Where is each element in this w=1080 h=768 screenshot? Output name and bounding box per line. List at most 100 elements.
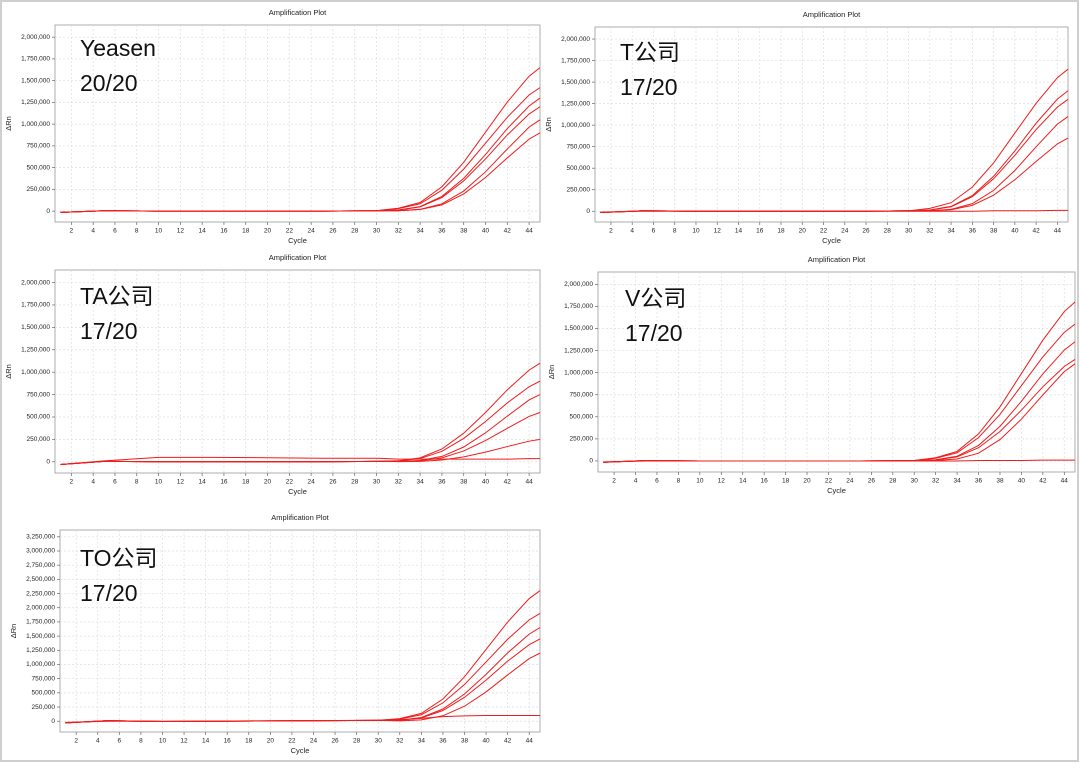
x-tick-label: 38 [990, 228, 998, 235]
x-axis-label: Cycle [291, 746, 310, 755]
x-tick-label: 26 [329, 228, 337, 235]
y-tick-label: 1,500,000 [561, 79, 590, 86]
x-axis-label: Cycle [288, 487, 307, 496]
x-tick-label: 2 [74, 738, 78, 745]
y-tick-label: 0 [46, 208, 50, 215]
y-tick-label: 500,000 [570, 414, 594, 421]
x-axis-label: Cycle [827, 486, 846, 495]
y-tick-label: 750,000 [27, 143, 51, 150]
x-tick-label: 16 [220, 228, 228, 235]
y-tick-label: 500,000 [27, 414, 51, 421]
x-tick-label: 6 [113, 479, 117, 486]
x-tick-label: 26 [331, 738, 339, 745]
y-tick-label: 1,750,000 [561, 57, 590, 64]
y-tick-label: 1,750,000 [21, 56, 50, 63]
x-tick-label: 12 [180, 738, 188, 745]
x-tick-label: 32 [395, 228, 403, 235]
x-tick-label: 40 [482, 479, 490, 486]
x-tick-label: 32 [395, 479, 403, 486]
y-tick-label: 2,750,000 [26, 562, 55, 569]
y-tick-label: 1,250,000 [26, 647, 55, 654]
x-tick-label: 20 [267, 738, 275, 745]
x-tick-label: 38 [461, 738, 469, 745]
x-tick-label: 2 [70, 228, 74, 235]
annotation: 17/20 [80, 318, 138, 344]
x-tick-label: 28 [884, 228, 892, 235]
annotation: 20/20 [80, 70, 138, 96]
y-tick-label: 500,000 [567, 165, 591, 172]
x-tick-label: 36 [438, 228, 446, 235]
x-axis-label: Cycle [822, 236, 841, 245]
y-tick-label: 0 [46, 459, 50, 466]
annotation: TO公司 [80, 545, 158, 571]
x-tick-label: 6 [655, 478, 659, 485]
x-tick-label: 44 [1061, 478, 1069, 485]
y-tick-label: 1,750,000 [26, 619, 55, 626]
annotation: Yeasen [80, 35, 156, 61]
x-tick-label: 34 [416, 479, 424, 486]
y-tick-label: 1,250,000 [564, 347, 593, 354]
x-tick-label: 42 [1039, 478, 1047, 485]
y-tick-label: 0 [586, 208, 590, 215]
y-tick-label: 2,000,000 [26, 604, 55, 611]
x-tick-label: 40 [482, 228, 490, 235]
x-tick-label: 16 [224, 738, 232, 745]
x-tick-label: 14 [735, 228, 743, 235]
x-tick-label: 14 [199, 479, 207, 486]
x-tick-label: 44 [525, 228, 533, 235]
x-tick-label: 40 [1011, 228, 1019, 235]
x-tick-label: 34 [416, 228, 424, 235]
y-tick-label: 2,500,000 [26, 576, 55, 583]
x-tick-label: 10 [155, 479, 163, 486]
chart-title: Amplification Plot [271, 513, 329, 522]
x-tick-label: 22 [286, 479, 294, 486]
x-tick-label: 24 [308, 479, 316, 486]
annotation: 17/20 [625, 320, 683, 346]
x-tick-label: 30 [905, 228, 913, 235]
x-tick-label: 30 [375, 738, 383, 745]
y-tick-label: 1,250,000 [21, 346, 50, 353]
x-tick-label: 6 [113, 228, 117, 235]
y-tick-label: 500,000 [32, 690, 56, 697]
x-tick-label: 22 [288, 738, 296, 745]
amplification-curve [60, 438, 541, 465]
x-tick-label: 26 [862, 228, 870, 235]
annotation: V公司 [625, 285, 686, 311]
amplification-curve [65, 715, 540, 723]
y-tick-label: 1,500,000 [21, 324, 50, 331]
annotation: 17/20 [80, 580, 138, 606]
x-tick-label: 6 [652, 228, 656, 235]
x-tick-label: 18 [777, 228, 785, 235]
x-tick-label: 40 [482, 738, 490, 745]
x-tick-label: 16 [220, 479, 228, 486]
y-tick-label: 2,000,000 [561, 36, 590, 43]
x-tick-label: 34 [953, 478, 961, 485]
x-tick-label: 20 [799, 228, 807, 235]
x-tick-label: 44 [526, 738, 534, 745]
chart-title: Amplification Plot [808, 255, 866, 264]
x-tick-label: 26 [868, 478, 876, 485]
chart-title: Amplification Plot [269, 8, 327, 17]
x-tick-label: 4 [96, 738, 100, 745]
x-tick-label: 8 [673, 228, 677, 235]
x-tick-label: 4 [634, 478, 638, 485]
amplification-curve [603, 459, 1075, 463]
x-tick-label: 4 [91, 479, 95, 486]
y-tick-label: 1,500,000 [21, 77, 50, 84]
y-tick-label: 1,250,000 [561, 100, 590, 107]
y-tick-label: 250,000 [27, 436, 51, 443]
chart-title: Amplification Plot [269, 253, 327, 262]
x-tick-label: 22 [825, 478, 833, 485]
x-tick-label: 20 [264, 479, 272, 486]
x-tick-label: 20 [264, 228, 272, 235]
y-tick-label: 500,000 [27, 164, 51, 171]
y-tick-label: 1,500,000 [564, 325, 593, 332]
y-tick-label: 3,000,000 [26, 548, 55, 555]
x-tick-label: 24 [308, 228, 316, 235]
